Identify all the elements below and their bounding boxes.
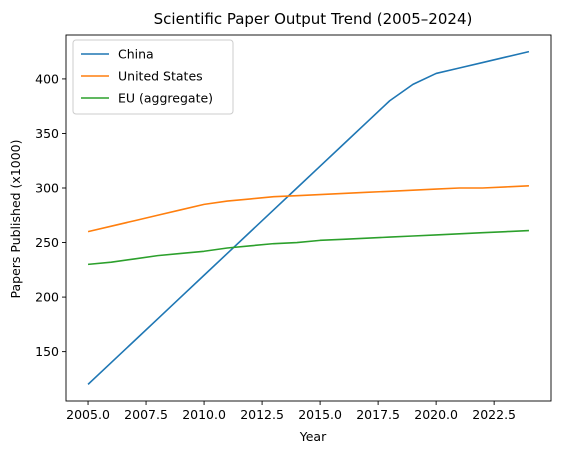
x-tick-label: 2017.5 xyxy=(356,407,400,422)
x-tick-label: 2015.0 xyxy=(298,407,342,422)
y-tick-label: 300 xyxy=(35,181,59,196)
legend-box xyxy=(72,39,234,115)
y-tick-label: 250 xyxy=(35,235,59,250)
x-tick-label: 2010.0 xyxy=(182,407,226,422)
y-axis-ticks: 150 200 250 300 350 400 xyxy=(35,71,66,359)
x-tick-label: 2005.0 xyxy=(66,407,110,422)
x-tick-label: 2022.5 xyxy=(472,407,516,422)
plot-area-frame xyxy=(65,34,552,402)
chart-title: Scientific Paper Output Trend (2005–2024… xyxy=(154,10,473,28)
x-tick-label: 2012.5 xyxy=(240,407,284,422)
y-axis-label: Papers Published (x1000) xyxy=(8,139,23,298)
legend-label-1: China xyxy=(118,47,154,62)
legend: China United States EU (aggregate) xyxy=(72,39,234,115)
y-tick-label: 200 xyxy=(35,290,59,305)
series-line-1 xyxy=(87,50,530,385)
series-line-3 xyxy=(87,229,529,266)
y-tick-label: 400 xyxy=(35,71,59,86)
series-line-2 xyxy=(87,185,529,233)
y-tick-label: 150 xyxy=(35,344,59,359)
series-layer xyxy=(87,50,530,385)
legend-label-3: EU (aggregate) xyxy=(118,91,213,106)
y-tick-label: 350 xyxy=(35,126,59,141)
x-axis-label: Year xyxy=(299,429,327,444)
x-tick-label: 2020.0 xyxy=(414,407,458,422)
x-axis-ticks: 2005.0 2007.5 2010.0 2012.5 2015.0 2017.5 2020… xyxy=(66,401,516,422)
x-tick-label: 2007.5 xyxy=(124,407,168,422)
legend-label-2: United States xyxy=(118,69,203,84)
